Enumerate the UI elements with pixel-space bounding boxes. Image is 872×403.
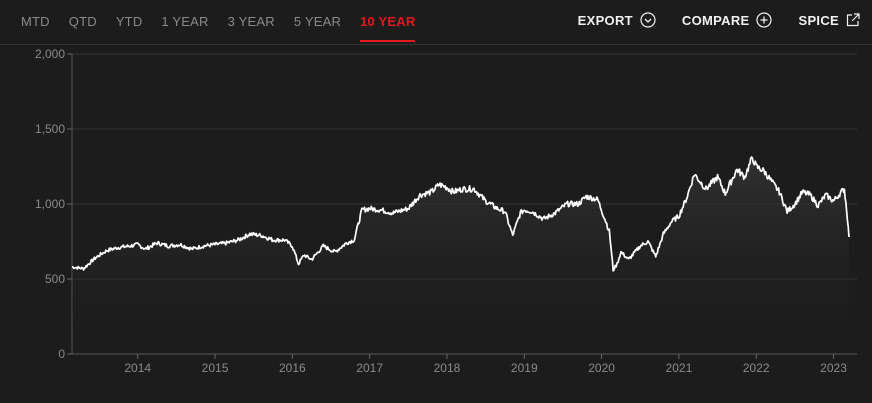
- x-tick-label: 2020: [588, 361, 615, 375]
- y-tick-label: 0: [58, 347, 65, 361]
- tab-5-year[interactable]: 5 YEAR: [293, 14, 342, 29]
- tab-10-year[interactable]: 10 YEAR: [360, 14, 416, 42]
- export-label: EXPORT: [577, 12, 633, 28]
- spice-button[interactable]: SPICE: [798, 13, 860, 28]
- external-link-icon: [846, 13, 860, 27]
- chart-actions: EXPORT COMPARE SPICE: [552, 12, 860, 28]
- toolbar: MTD QTD YTD 1 YEAR 3 YEAR 5 YEAR 10 YEAR EXPOR…: [0, 0, 872, 45]
- compare-button[interactable]: COMPARE: [682, 12, 773, 28]
- tab-1-year[interactable]: 1 YEAR: [161, 14, 209, 29]
- tab-mtd[interactable]: MTD: [21, 14, 50, 29]
- export-button[interactable]: EXPORT: [578, 12, 656, 28]
- period-tabs: MTD QTD YTD 1 YEAR 3 YEAR 5 YEAR 10 YEAR: [21, 14, 434, 42]
- series-area: [72, 157, 849, 354]
- x-tick-label: 2016: [279, 361, 306, 375]
- x-tick-label: 2018: [434, 361, 461, 375]
- y-tick-label: 2,000: [35, 47, 65, 61]
- x-tick-label: 2021: [666, 361, 693, 375]
- y-tick-label: 1,000: [35, 197, 65, 211]
- x-tick-label: 2017: [356, 361, 383, 375]
- tab-qtd[interactable]: QTD: [68, 14, 97, 29]
- tab-ytd[interactable]: YTD: [115, 14, 143, 29]
- x-tick-label: 2019: [511, 361, 538, 375]
- y-tick-label: 1,500: [35, 122, 65, 136]
- price-chart[interactable]: 0 500 1,000 1,500 2,000 2014 2015 2016 2017 2018 2…: [0, 44, 872, 403]
- plus-circle-icon: [756, 12, 773, 28]
- compare-label: COMPARE: [681, 12, 750, 28]
- x-tick-label: 2022: [743, 361, 770, 375]
- chevron-down-circle-icon: [640, 12, 656, 28]
- spice-label: SPICE: [798, 12, 839, 28]
- x-tick-label: 2015: [202, 361, 229, 375]
- x-tick-label: 2014: [124, 361, 151, 375]
- series-line: [71, 156, 850, 272]
- tab-3-year[interactable]: 3 YEAR: [227, 14, 275, 29]
- x-tick-label: 2023: [820, 361, 847, 375]
- y-tick-label: 500: [45, 272, 65, 286]
